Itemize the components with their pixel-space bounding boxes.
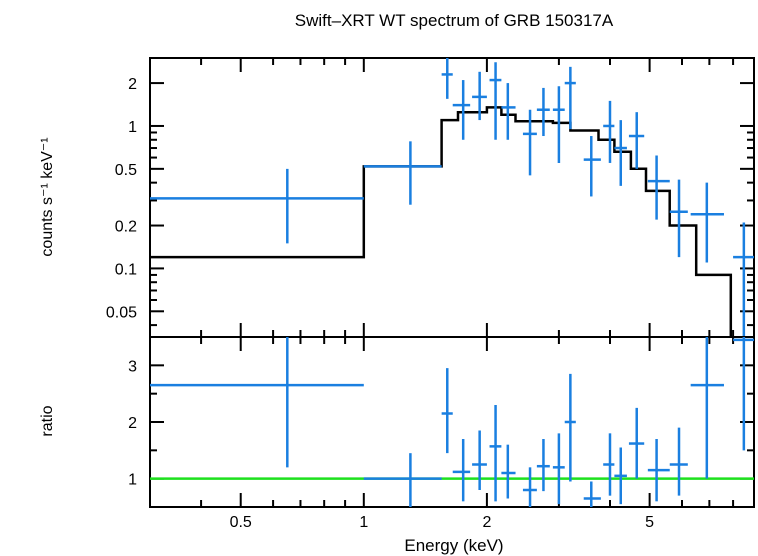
data-point — [441, 368, 453, 454]
model-step-line — [150, 106, 733, 337]
data-point — [733, 337, 754, 451]
x-axis-tick-labels: 0.5 1 2 5 — [230, 514, 655, 531]
data-point — [441, 58, 453, 99]
data-point — [472, 71, 487, 121]
data-point — [501, 83, 516, 140]
x-axis-label: Energy (keV) — [404, 536, 503, 555]
data-point — [583, 136, 601, 197]
y-tick-label: 0.2 — [115, 219, 137, 236]
data-point — [522, 467, 537, 507]
data-point — [150, 337, 364, 468]
y-axis-label-ratio: ratio — [39, 405, 56, 436]
data-point — [363, 453, 442, 507]
y-tick-label: 0.05 — [106, 304, 137, 321]
data-point — [647, 439, 670, 502]
data-point — [647, 155, 670, 220]
y-axis-label-spectrum: counts s⁻¹ keV⁻¹ — [39, 137, 56, 256]
y-tick-label: 1 — [128, 119, 137, 136]
data-point — [552, 86, 565, 163]
y-tick-label: 0.5 — [115, 162, 137, 179]
y-tick-label: 2 — [128, 415, 137, 432]
data-point — [614, 447, 627, 505]
data-point — [690, 182, 724, 263]
x-tick-label: 1 — [359, 514, 368, 531]
data-point — [452, 80, 471, 140]
data-point — [363, 141, 442, 205]
plot-frame — [149, 336, 755, 508]
ratio-panel: 1 2 3 — [128, 336, 755, 508]
data-point — [489, 405, 502, 502]
data-point — [628, 407, 645, 479]
data-point — [628, 112, 645, 169]
data-point — [669, 179, 688, 258]
data-point — [614, 120, 627, 186]
data-point — [603, 100, 615, 163]
y-tick-label: 2 — [128, 76, 137, 93]
data-point — [452, 439, 471, 502]
data-point — [564, 373, 576, 482]
x-tick-label: 0.5 — [230, 514, 252, 531]
y-tick-label: 3 — [128, 358, 137, 375]
data-point — [690, 337, 724, 479]
data-point — [552, 433, 565, 505]
x-tick-label: 2 — [482, 514, 491, 531]
spectrum-panel: 0.05 0.1 0.2 0.5 1 2 — [106, 57, 755, 338]
y-tick-label: 1 — [128, 472, 137, 489]
data-point — [501, 444, 516, 499]
data-point — [733, 222, 754, 337]
y-tick-label: 0.1 — [115, 261, 137, 278]
chart-title: Swift–XRT WT spectrum of GRB 150317A — [295, 11, 614, 30]
data-point — [669, 427, 688, 496]
data-point — [564, 66, 576, 130]
data-point — [522, 109, 537, 176]
data-point — [472, 430, 487, 490]
x-tick-label: 5 — [645, 514, 654, 531]
data-point — [603, 433, 615, 496]
data-point — [536, 439, 550, 492]
data-point — [150, 168, 364, 244]
data-point — [489, 62, 502, 140]
data-point — [536, 87, 550, 137]
data-point — [583, 481, 601, 507]
